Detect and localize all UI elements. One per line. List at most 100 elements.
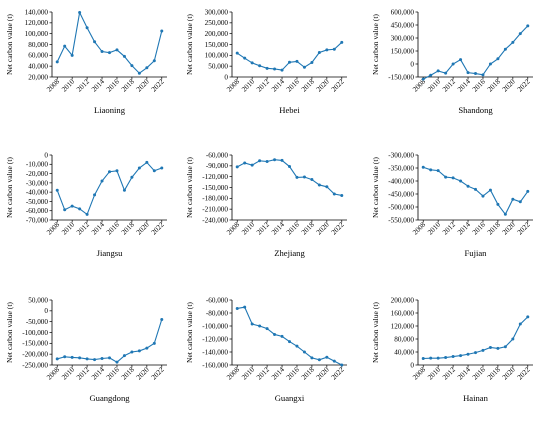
x-tick-label: 2018 — [486, 365, 502, 381]
x-tick-label: 2022 — [330, 77, 346, 93]
y-axis-label: Net carbon value (t) — [5, 14, 14, 75]
data-point — [429, 168, 433, 172]
chart-panel-hebei: 0 50,000 100,000 150,000 200,000 250,000 300,0… — [185, 8, 347, 115]
data-point — [130, 175, 134, 179]
panel-title: Hebei — [279, 105, 300, 115]
x-tick-label: 2016 — [105, 77, 121, 93]
y-tick-label: -150,000 — [22, 340, 48, 348]
data-point — [63, 355, 67, 359]
x-tick-label: 2020 — [135, 220, 151, 236]
y-tick-label: 120,000 — [25, 19, 49, 27]
data-point — [325, 355, 329, 359]
x-tick-label: 2020 — [315, 365, 331, 381]
chart-panel-shandong: -150,0000150,000300,000450,000600,000200… — [371, 8, 533, 115]
data-point — [78, 356, 82, 360]
data-point — [258, 324, 262, 328]
data-point — [459, 179, 463, 183]
data-point — [488, 188, 492, 192]
y-axis-label: Net carbon value (t) — [185, 302, 194, 363]
y-tick-label: -550,000 — [388, 216, 414, 224]
x-tick-label: 2020 — [135, 365, 151, 381]
x-tick-label: 2016 — [285, 365, 301, 381]
chart-panel-zhejiang: -240,000 -210,000 -180,000 -150,000 -120,000… — [185, 151, 347, 258]
data-point — [421, 77, 425, 81]
y-tick-label: 0 — [224, 73, 228, 81]
x-tick-label: 2012 — [255, 365, 271, 381]
x-tick-label: 2010 — [60, 220, 76, 236]
x-tick-label: 2018 — [486, 77, 502, 93]
data-point — [258, 64, 262, 68]
y-tick-label: -210,000 — [202, 206, 228, 214]
x-tick-label: 2016 — [105, 220, 121, 236]
chart-panel-liaoning: 20,000 40,000 60,000 80,000 100,000 120,000 14… — [5, 8, 167, 115]
data-point — [115, 169, 119, 173]
x-tick-label: 2012 — [75, 77, 91, 93]
y-tick-label: 20,000 — [28, 73, 48, 81]
y-tick-label: 150,000 — [391, 47, 415, 55]
y-tick-label: 200,000 — [391, 296, 415, 304]
data-point — [466, 184, 470, 188]
data-point — [273, 67, 277, 71]
data-point — [451, 176, 455, 180]
data-point — [115, 48, 119, 52]
data-point — [93, 40, 97, 44]
y-tick-label: 100,000 — [205, 52, 229, 60]
x-tick-label: 2018 — [300, 365, 316, 381]
x-tick-label: 2020 — [501, 365, 517, 381]
data-point — [518, 322, 522, 326]
y-tick-label: 160,000 — [391, 309, 415, 317]
data-point — [152, 59, 156, 63]
panel-title: Guangxi — [275, 393, 305, 403]
data-point — [332, 192, 336, 196]
y-tick-label: -60,000 — [206, 296, 229, 304]
chart-panel-guangdong: -250,000 -200,000 -150,000 -100,000 -50,000 0… — [5, 296, 167, 403]
data-point — [243, 305, 247, 309]
data-point — [250, 163, 254, 167]
x-tick-label: 2012 — [441, 77, 457, 93]
x-tick-label: 2020 — [315, 220, 331, 236]
y-tick-label: -70,000 — [26, 216, 49, 224]
data-point — [273, 158, 277, 162]
data-point — [444, 175, 448, 179]
data-point — [310, 178, 314, 182]
data-point — [288, 340, 291, 344]
data-point — [518, 200, 522, 204]
panel-title: Shandong — [458, 105, 493, 115]
y-tick-label: -120,000 — [202, 173, 228, 181]
data-point — [85, 357, 89, 361]
data-point — [340, 193, 344, 197]
data-point — [235, 165, 239, 169]
y-tick-label: -400,000 — [388, 177, 414, 185]
data-point — [503, 47, 507, 51]
y-tick-label: -50,000 — [26, 198, 49, 206]
data-point — [250, 322, 254, 326]
x-tick-label: 2010 — [240, 220, 256, 236]
data-point — [288, 60, 291, 64]
y-tick-label: 450,000 — [391, 21, 415, 29]
data-point — [55, 60, 59, 64]
y-tick-label: 0 — [44, 307, 48, 315]
data-point — [332, 359, 336, 363]
data-point — [511, 337, 515, 341]
data-point — [310, 356, 314, 360]
data-point — [70, 204, 74, 208]
x-tick-label: 2014 — [270, 365, 286, 381]
x-tick-label: 2016 — [471, 220, 487, 236]
data-point — [243, 161, 247, 165]
y-axis-label: Net carbon value (t) — [5, 157, 14, 218]
x-tick-label: 2010 — [426, 220, 442, 236]
y-tick-label: -60,000 — [26, 207, 49, 215]
x-tick-label: 2010 — [240, 77, 256, 93]
data-point — [93, 193, 97, 197]
data-point — [137, 349, 141, 353]
data-point — [130, 350, 134, 354]
y-tick-label: 40,000 — [28, 63, 48, 71]
data-point — [145, 160, 149, 164]
x-tick-label: 2022 — [150, 365, 166, 381]
x-tick-label: 2022 — [516, 220, 532, 236]
x-tick-label: 2020 — [501, 220, 517, 236]
data-point — [503, 212, 507, 216]
data-point — [444, 356, 448, 360]
data-point — [100, 357, 104, 360]
